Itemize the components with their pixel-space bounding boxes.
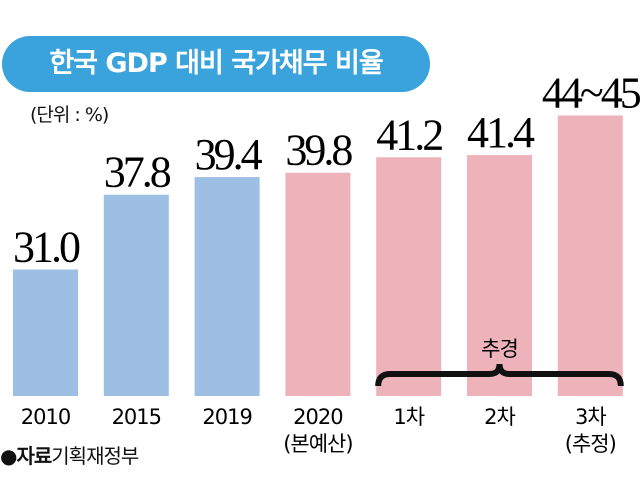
source-note: ●자료기획재정부: [0, 440, 139, 469]
category-label: (추정): [565, 432, 616, 456]
unit-label: (단위 : %): [30, 104, 109, 126]
chart-title: 한국 GDP 대비 국가채무 비율: [2, 36, 430, 92]
bar: [467, 155, 532, 396]
value-label: 31.0: [13, 223, 80, 272]
bar: [13, 269, 78, 396]
bracket: [375, 363, 624, 387]
category-label: 1차: [393, 405, 424, 429]
value-label: 41.2: [376, 110, 442, 159]
category-label: 2차: [484, 405, 515, 429]
value-label: 37.8: [104, 148, 171, 197]
category-label: (본예산): [283, 432, 352, 456]
source-label: 자료: [16, 444, 52, 468]
value-label: 39.4: [195, 130, 263, 179]
bar: [376, 157, 442, 396]
category-label: 2019: [202, 405, 251, 429]
bar: [194, 177, 260, 396]
value-label: 41.4: [467, 108, 535, 157]
bracket-label: 추경: [481, 337, 518, 361]
value-label: 44~45: [542, 69, 640, 118]
category-label: 3차: [575, 405, 606, 429]
category-label: 2015: [112, 405, 161, 429]
bar: [285, 172, 351, 396]
bar: [103, 194, 169, 396]
category-label: 2010: [21, 405, 70, 429]
bar: [557, 115, 623, 396]
bullet-icon: ●: [0, 444, 17, 468]
category-label: 2020: [293, 405, 342, 429]
source-text: 기획재정부: [51, 444, 139, 468]
value-label: 39.8: [285, 126, 352, 175]
